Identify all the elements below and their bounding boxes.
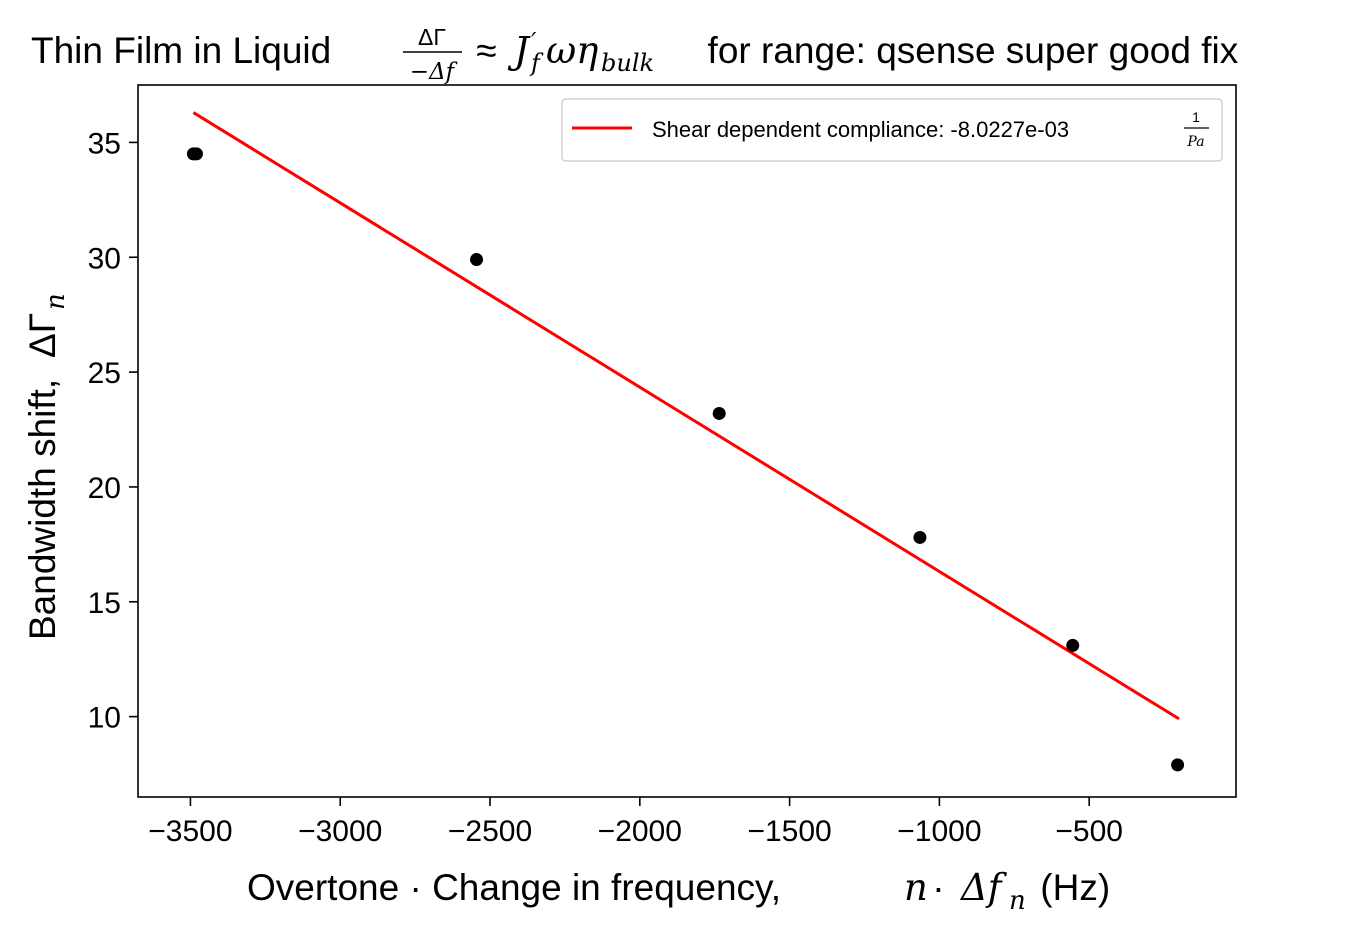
x-tick-label: −1000: [897, 815, 981, 848]
chart-title: Thin Film in Liquid ΔΓ −Δf ≈ J ′ f ωη bu…: [31, 24, 1239, 85]
legend-frac-den: Pa: [1186, 134, 1204, 150]
xlabel-unit: (Hz): [1030, 867, 1110, 908]
data-point: [1171, 758, 1185, 772]
y-tick-label: 10: [88, 702, 121, 735]
y-axis-ticks: 10 15 20 25 30 35: [88, 127, 138, 735]
data-point: [470, 253, 484, 267]
y-tick-label: 20: [88, 472, 121, 505]
title-formula-j: J: [507, 29, 531, 72]
title-formula-f: f: [529, 49, 544, 77]
xlabel-dot: ·: [922, 867, 955, 908]
title-suffix: for range: qsense super good fix: [687, 30, 1239, 71]
title-formula-sub: bulk: [601, 49, 654, 77]
title-frac-den: −Δf: [410, 59, 458, 85]
x-axis-label: Overtone · Change in frequency, n · Δf n…: [247, 866, 1110, 916]
x-tick-label: −3000: [298, 815, 382, 848]
title-frac-num: ΔΓ: [418, 24, 446, 50]
data-point: [189, 147, 203, 161]
data-point: [913, 530, 927, 544]
title-formula-omega-eta: ωη: [546, 29, 598, 72]
xlabel-delta-f: Δf: [959, 866, 1008, 909]
xlabel-text: Overtone · Change in frequency,: [247, 867, 791, 908]
xlabel-sub: n: [1009, 886, 1026, 916]
xlabel-n: n: [904, 866, 928, 909]
x-axis-ticks: −3500 −3000 −2500 −2000 −1500 −1000 −500: [148, 797, 1123, 848]
y-axis-label: Bandwidth shift, ΔΓ n: [22, 293, 71, 640]
data-marks: [186, 111, 1185, 772]
ylabel-delta-gamma: ΔΓ: [22, 313, 63, 358]
x-tick-label: −500: [1055, 815, 1123, 848]
x-tick-label: −1500: [747, 815, 831, 848]
title-approx: ≈: [466, 30, 507, 71]
ylabel-text: Bandwidth shift,: [22, 369, 63, 640]
title-prefix: Thin Film in Liquid: [31, 30, 342, 71]
legend-label: Shear dependent compliance: -8.0227e-03: [652, 117, 1075, 142]
x-tick-label: −3500: [148, 815, 232, 848]
data-point: [1066, 638, 1080, 652]
fit-line: [192, 111, 1180, 721]
y-tick-label: 30: [88, 242, 121, 275]
legend-frac-num: 1: [1192, 109, 1200, 125]
data-point: [712, 406, 726, 420]
title-formula-prime: ′: [531, 28, 537, 56]
y-tick-label: 35: [88, 127, 121, 160]
plot-area-frame: [137, 84, 1237, 798]
x-tick-label: −2000: [598, 815, 682, 848]
legend: Shear dependent compliance: -8.0227e-03 …: [561, 98, 1223, 162]
x-tick-label: −2500: [448, 815, 532, 848]
legend-box: [561, 98, 1223, 162]
y-tick-label: 15: [88, 587, 121, 620]
y-tick-label: 25: [88, 357, 121, 390]
ylabel-sub: n: [41, 293, 71, 310]
